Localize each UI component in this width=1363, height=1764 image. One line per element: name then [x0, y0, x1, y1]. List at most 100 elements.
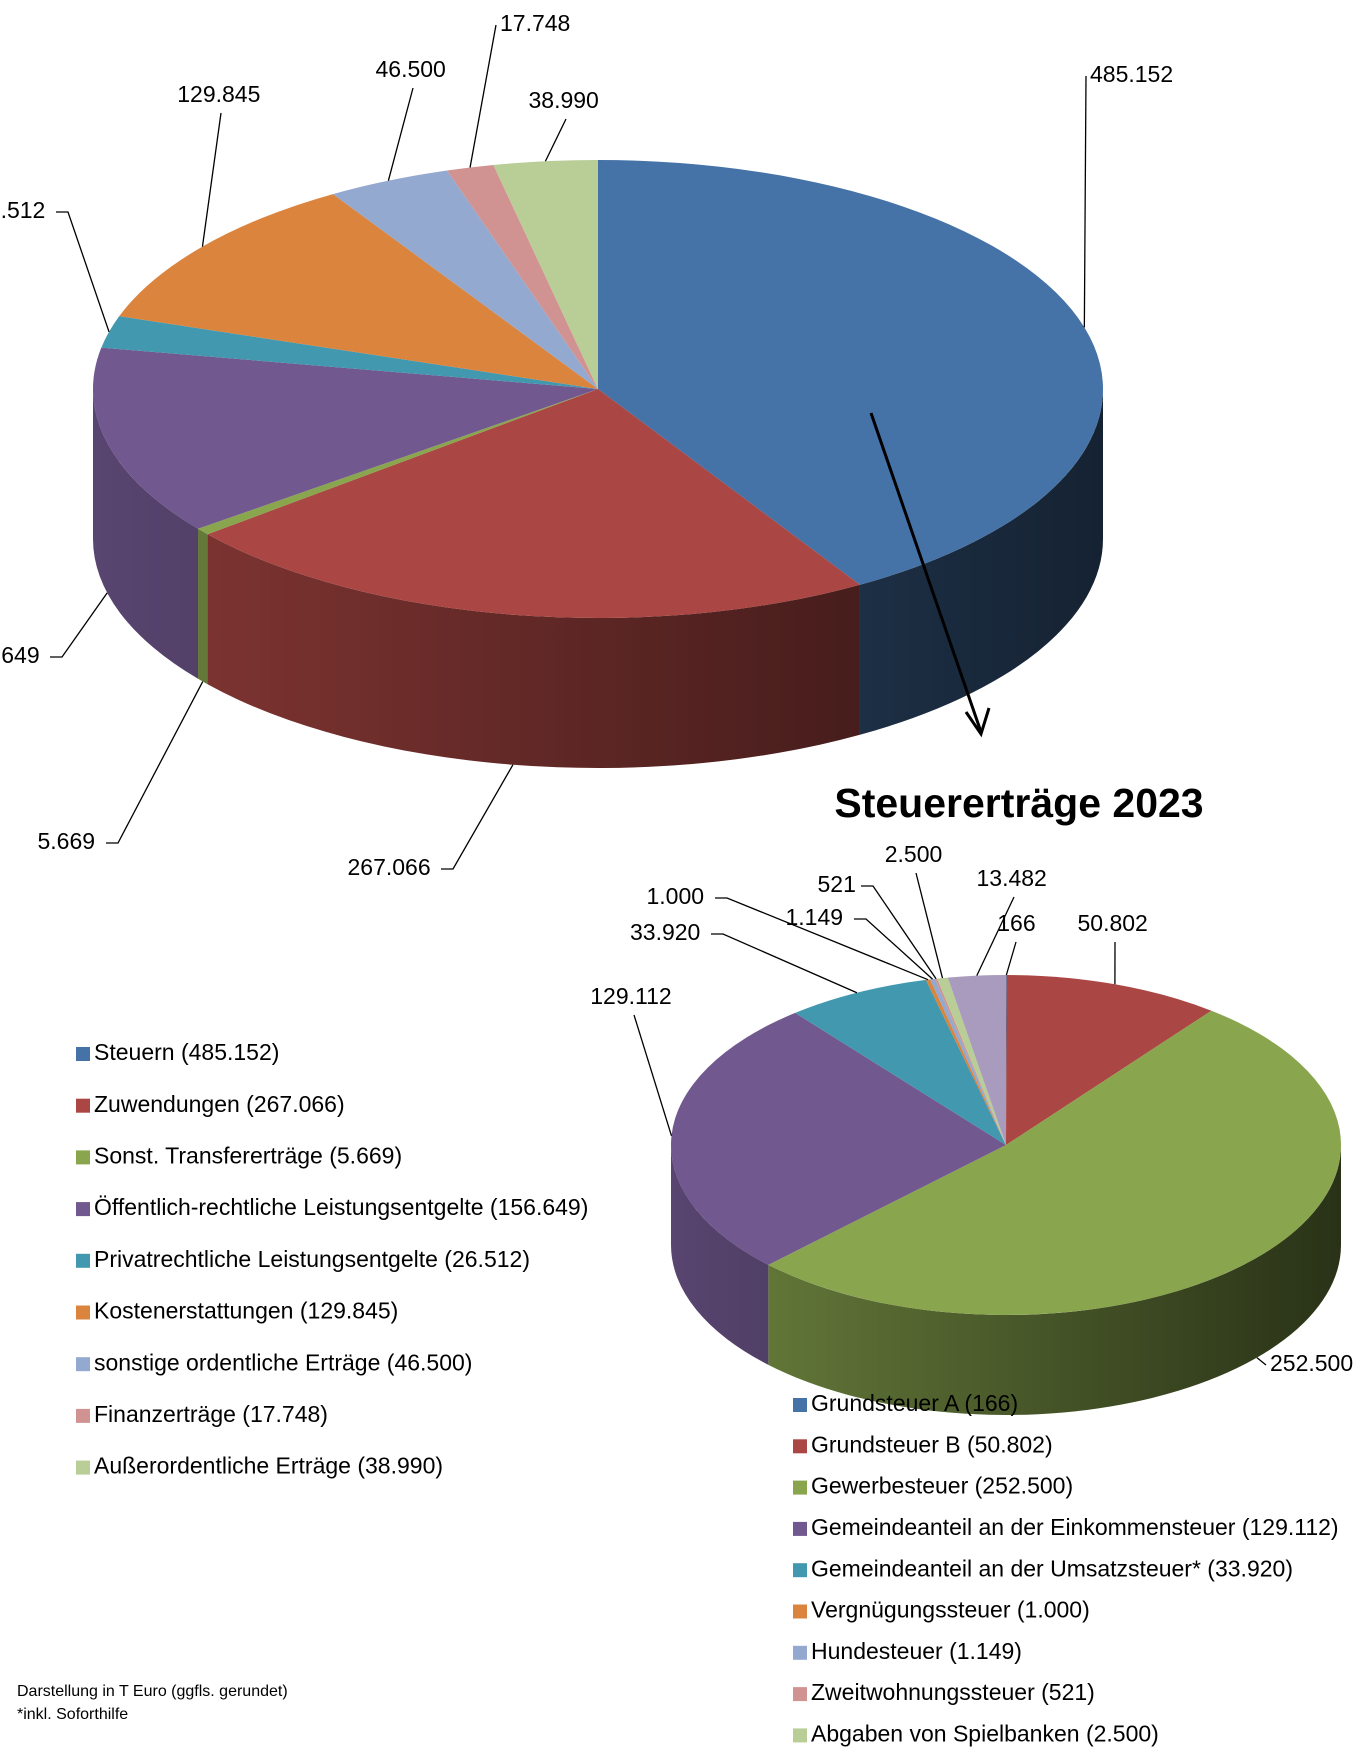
legend-label: Gewerbesteuer (252.500)	[811, 1473, 1073, 1499]
legend-swatch	[793, 1480, 807, 1495]
data-label: 26.512	[0, 197, 45, 223]
leader-line	[633, 1014, 673, 1137]
leader-line	[50, 592, 108, 658]
leader-line	[861, 885, 937, 980]
legend-swatch	[793, 1645, 807, 1660]
data-label: 1.149	[786, 904, 844, 930]
leader-line	[1256, 1357, 1267, 1366]
data-label: 17.748	[500, 10, 570, 36]
leader-line	[469, 24, 497, 168]
legend-label: Abgaben von Spielbanken (2.500)	[811, 1720, 1159, 1746]
data-label: 2.500	[885, 841, 943, 867]
legend-swatch	[76, 1253, 90, 1268]
data-label: 33.920	[630, 919, 700, 945]
pie-slice	[493, 160, 598, 389]
data-label: 13.482	[977, 865, 1047, 891]
data-label: 50.802	[1078, 910, 1148, 936]
data-label: 521	[818, 871, 856, 897]
legend-label: Gemeindeanteil an der Einkommensteuer (1…	[811, 1514, 1339, 1540]
legend-label: Kostenerstattungen (129.845)	[94, 1298, 398, 1324]
leader-line	[711, 933, 858, 994]
pie-slice	[930, 978, 1006, 1145]
leader-line	[1005, 941, 1017, 976]
legend-label: Gemeindeanteil an der Umsatzsteuer* (33.…	[811, 1555, 1293, 1581]
leader-line	[1083, 75, 1087, 328]
pie-slice	[937, 977, 1006, 1145]
legend-swatch	[76, 1305, 90, 1320]
data-label: 5.669	[38, 828, 96, 854]
data-label: 129.845	[177, 81, 260, 107]
pie-side	[859, 389, 1103, 735]
legend-swatch	[76, 1098, 90, 1113]
legend-swatch	[76, 1047, 90, 1061]
pie-slice	[925, 979, 1006, 1145]
pie-slice	[198, 389, 598, 535]
leader-line	[976, 896, 1015, 976]
footnote: *inkl. Soforthilfe	[17, 1706, 128, 1723]
legend-swatch	[793, 1563, 807, 1578]
pie-slice	[934, 978, 1006, 1145]
data-label: 252.500	[1270, 1350, 1353, 1376]
pie-slice	[92, 347, 599, 529]
pie-side	[198, 528, 208, 685]
legend-swatch	[793, 1687, 807, 1702]
legend-label: Vergnügungssteuer (1.000)	[811, 1597, 1090, 1623]
legend-swatch	[793, 1604, 807, 1619]
leader-line	[715, 897, 929, 981]
legend-label: Grundsteuer B (50.802)	[811, 1431, 1053, 1457]
data-label: 267.066	[348, 854, 431, 880]
pie-slice	[795, 979, 1006, 1145]
pie-slice	[119, 194, 598, 389]
legend-label: Hundesteuer (1.149)	[811, 1638, 1022, 1664]
pie-slice	[598, 160, 1103, 585]
legend-swatch	[793, 1439, 807, 1454]
legend-swatch	[76, 1202, 90, 1217]
pie-slice	[768, 1010, 1342, 1316]
pie-side	[671, 1145, 769, 1365]
data-label: 485.152	[1090, 61, 1173, 87]
leader-line	[544, 118, 567, 162]
data-label: 156.649	[0, 642, 40, 668]
pie-slice	[1006, 975, 1212, 1145]
legend-label: Grundsteuer A (166)	[811, 1390, 1018, 1416]
leader-line	[201, 112, 222, 247]
leader-line	[387, 87, 414, 181]
data-label: 46.500	[376, 56, 446, 82]
pie-side	[207, 534, 860, 768]
leader-line	[106, 681, 204, 844]
legend-swatch	[793, 1728, 807, 1743]
data-label: 38.990	[529, 87, 599, 113]
pie-side	[93, 389, 199, 679]
legend-label: Privatrechtliche Leistungsentgelte (26.5…	[94, 1246, 530, 1272]
legend-label: Öffentlich-rechtliche Leistungsentgelte …	[94, 1194, 588, 1220]
pie-side	[768, 1145, 1341, 1415]
leader-line	[854, 918, 933, 980]
chart-title: Steuererträge 2023	[834, 780, 1203, 826]
legend-label: Sonst. Transfererträge (5.669)	[94, 1142, 402, 1168]
legend-label: Zweitwohnungssteuer (521)	[811, 1679, 1095, 1705]
legend-swatch	[793, 1398, 807, 1412]
pie-slice	[332, 170, 598, 389]
pie-slice	[101, 316, 598, 389]
legend-swatch	[76, 1460, 90, 1475]
arrow-head	[964, 707, 991, 738]
data-label: 129.112	[590, 983, 671, 1009]
pie-slice	[671, 1012, 1006, 1265]
leader-line	[441, 764, 514, 870]
leader-line	[915, 872, 944, 979]
data-label: 1.000	[647, 883, 705, 909]
legend-swatch	[76, 1408, 90, 1423]
legend-label: Außerordentliche Erträge (38.990)	[94, 1453, 443, 1479]
legend-swatch	[793, 1521, 807, 1536]
legend-label: Finanzerträge (17.748)	[94, 1401, 328, 1427]
pie-slice	[447, 164, 598, 389]
leader-line	[56, 211, 110, 332]
legend-label: Zuwendungen (267.066)	[94, 1091, 345, 1117]
footnote: Darstellung in T Euro (ggfls. gerundet)	[17, 1683, 288, 1700]
arrow	[869, 412, 983, 733]
data-label: 166	[997, 910, 1035, 936]
pie-slice	[947, 975, 1006, 1145]
pie-slice	[207, 389, 860, 618]
legend-swatch	[76, 1357, 90, 1372]
